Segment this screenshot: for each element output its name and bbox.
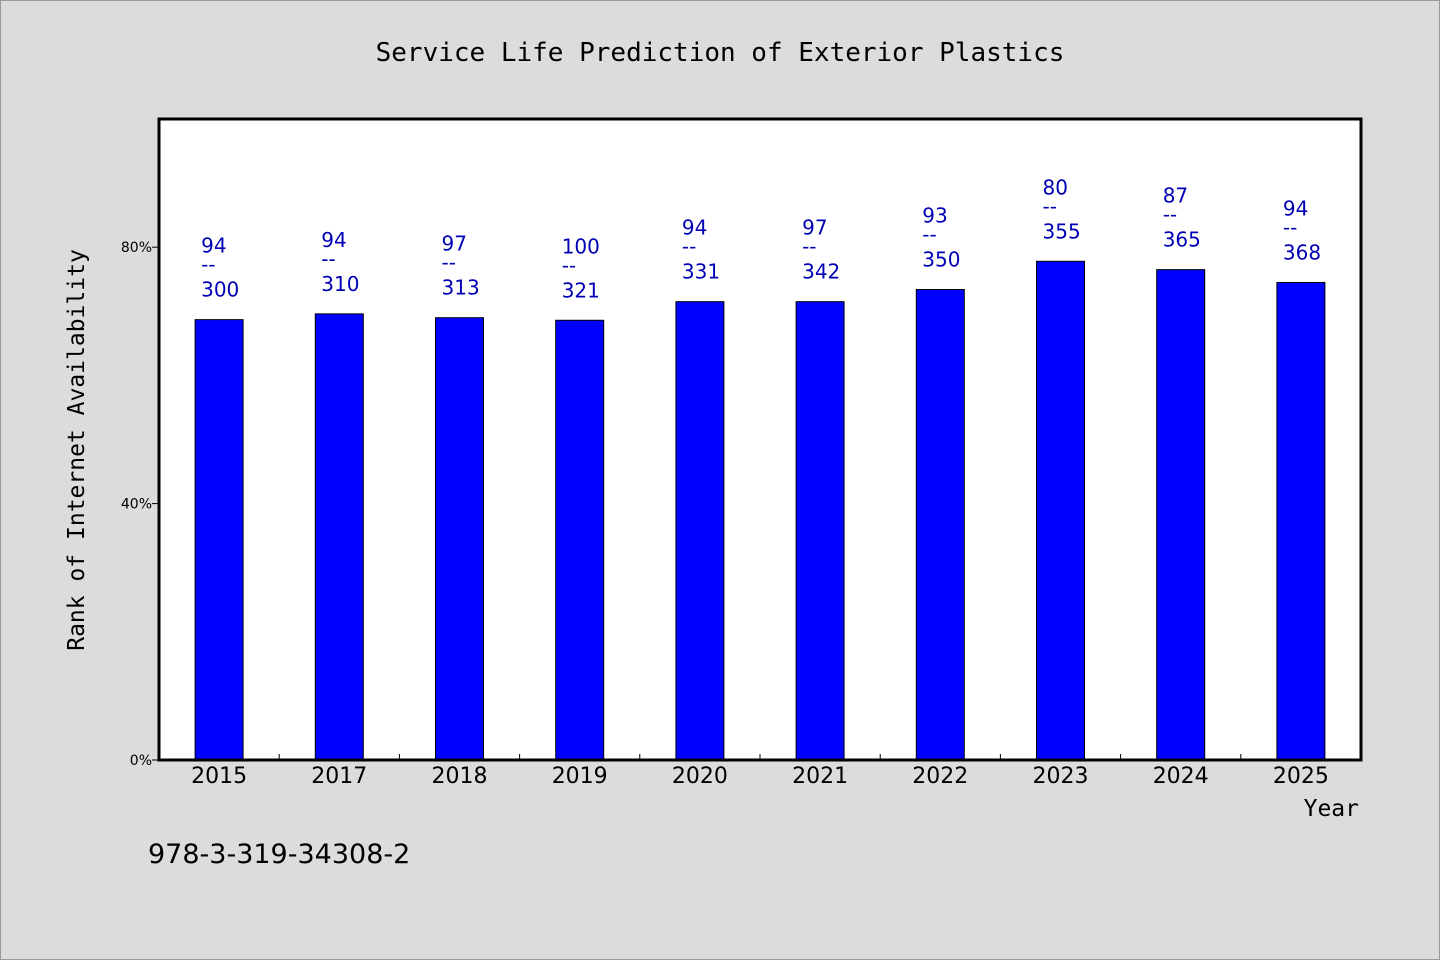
bar: [435, 317, 484, 761]
data-label-separator: --: [1043, 194, 1057, 218]
x-tick-label: 2023: [1033, 764, 1089, 789]
bar: [795, 301, 845, 761]
footnote-isbn: 978-3-319-34308-2: [148, 839, 410, 870]
bar: [1036, 260, 1085, 761]
data-label-separator: --: [442, 251, 456, 275]
data-label-separator: --: [802, 235, 816, 259]
bar: [1276, 281, 1326, 761]
bar: [1156, 269, 1206, 761]
data-label-top: 87: [1163, 184, 1188, 208]
x-tick-label: 2020: [672, 764, 728, 789]
data-label-top: 100: [562, 234, 600, 258]
bar-series: [194, 260, 1326, 761]
x-axis-ticks: 2015 2017 2018 2019 2020 2021 2022 2023 2024 2025: [191, 754, 1329, 789]
data-label-top: 80: [1043, 175, 1068, 199]
x-tick-label: 2017: [311, 764, 367, 789]
y-tick-label: 0%: [130, 753, 152, 769]
x-tick-label: 2022: [912, 764, 968, 789]
data-label-top: 97: [442, 232, 467, 256]
y-tick-label: 80%: [121, 240, 152, 256]
y-axis-ticks: 0% 40% 80%: [121, 240, 159, 769]
y-tick-label: 40%: [121, 497, 152, 513]
data-label-top: 94: [1283, 196, 1308, 220]
data-label-separator: --: [1283, 215, 1297, 239]
x-axis-label: Year: [1304, 796, 1359, 822]
data-label-separator: --: [922, 223, 936, 247]
data-label-bottom: 342: [802, 260, 840, 284]
data-label-bottom: 313: [442, 276, 480, 300]
data-label-bottom: 368: [1283, 240, 1321, 264]
data-label-top: 97: [802, 216, 827, 240]
data-label-separator: --: [1163, 203, 1177, 227]
data-label-top: 94: [201, 234, 226, 258]
plot-frame: [157, 117, 1363, 762]
bar: [675, 301, 725, 761]
data-label-bottom: 331: [682, 260, 720, 284]
data-label-bottom: 365: [1163, 228, 1201, 252]
data-label-bottom: 300: [201, 278, 239, 302]
data-label-top: 93: [922, 204, 947, 228]
x-tick-label: 2024: [1153, 764, 1209, 789]
data-label-top: 94: [682, 216, 707, 240]
data-label-top: 94: [321, 228, 346, 252]
data-label-separator: --: [562, 253, 576, 277]
x-tick-label: 2019: [552, 764, 608, 789]
bar: [915, 289, 965, 761]
data-label-bottom: 350: [922, 248, 960, 272]
data-label-separator: --: [682, 235, 696, 259]
x-tick-label: 2025: [1273, 764, 1329, 789]
data-label-bottom: 321: [562, 278, 600, 302]
x-tick-label: 2015: [191, 764, 247, 789]
bar: [555, 319, 605, 761]
data-labels: 94--30094--31097--313100--32194--33197--…: [201, 175, 1321, 302]
x-tick-label: 2018: [432, 764, 488, 789]
data-label-separator: --: [201, 253, 215, 277]
data-label-separator: --: [321, 247, 335, 271]
x-tick-label: 2021: [792, 764, 848, 789]
chart-title: Service Life Prediction of Exterior Plas…: [376, 38, 1065, 68]
data-label-bottom: 310: [321, 272, 359, 296]
data-label-bottom: 355: [1043, 219, 1081, 243]
bar: [194, 319, 244, 761]
bar: [314, 313, 364, 761]
y-axis-label: Rank of Internet Availability: [64, 249, 90, 651]
